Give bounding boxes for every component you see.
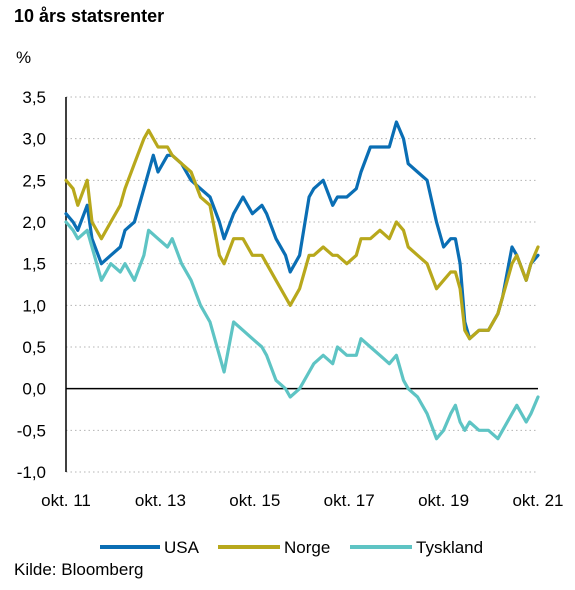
y-axis-unit: % <box>16 48 32 67</box>
x-tick-label: okt. 19 <box>418 491 469 510</box>
y-tick-label: 3,5 <box>22 88 46 107</box>
series-line-tyskland <box>64 220 540 441</box>
y-tick-label: 2,0 <box>22 213 46 232</box>
y-tick-label: 1,5 <box>22 255 46 274</box>
legend-label: USA <box>164 538 200 557</box>
source-note: Kilde: Bloomberg <box>14 560 144 579</box>
y-tick-label: 2,5 <box>22 171 46 190</box>
x-tick-label: okt. 15 <box>229 491 280 510</box>
y-tick-label: -0,5 <box>17 421 46 440</box>
series-lines <box>64 120 540 441</box>
y-tick-label: 0,5 <box>22 338 46 357</box>
chart-title: 10 års statsrenter <box>14 6 165 26</box>
legend: USA Norge Tyskland <box>100 538 483 557</box>
y-tick-label: -1,0 <box>17 463 46 482</box>
y-tick-label: 1,0 <box>22 296 46 315</box>
legend-label: Norge <box>284 538 330 557</box>
y-tick-label: 3,0 <box>22 130 46 149</box>
axes: 3,5 3,0 2,5 2,0 1,5 1,0 0,5 0,0 -0,5 -1,0 okt. 11 o… <box>17 88 564 510</box>
series-line-norge <box>64 128 540 341</box>
x-tick-label: okt. 17 <box>324 491 375 510</box>
x-tick-label: okt. 11 <box>41 491 91 510</box>
legend-label: Tyskland <box>416 538 483 557</box>
x-tick-label: okt. 13 <box>135 491 186 510</box>
y-tick-label: 0,0 <box>22 380 46 399</box>
x-tick-label: okt. 21 <box>512 491 563 510</box>
